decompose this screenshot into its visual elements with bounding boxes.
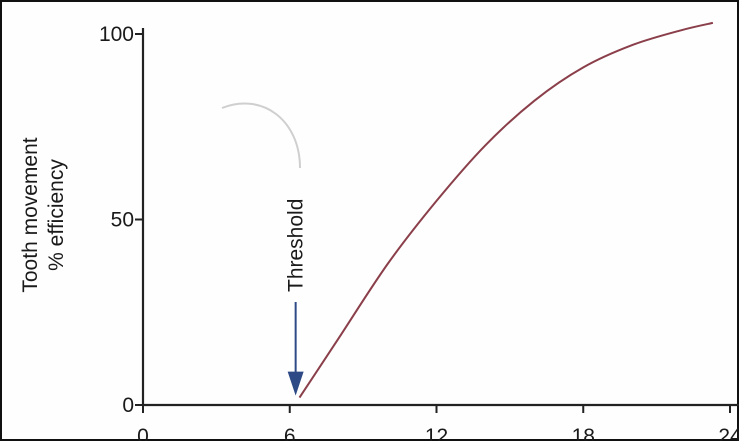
y-axis-title-line: Tooth movement (19, 137, 42, 292)
x-tick-label: 24 (718, 425, 739, 441)
axes (141, 28, 739, 407)
y-tick-label: 50 (111, 209, 134, 232)
y-tick-label: 100 (99, 23, 134, 46)
y-tick-label: 0 (122, 394, 134, 417)
threshold-label: Threshold (285, 199, 308, 292)
efficiency-curve (298, 21, 714, 399)
ticks: 0 50 100 0 6 12 18 24 (99, 23, 739, 441)
x-tick-label: 18 (572, 425, 595, 441)
axis-title-layer: Tooth movement% efficiency (19, 137, 68, 292)
y-axis-title-line: % efficiency (45, 159, 68, 271)
decorative-swoosh (221, 102, 301, 169)
x-tick-label: 6 (284, 425, 296, 441)
x-tick-label: 12 (425, 425, 448, 441)
annotation-layer: Threshold (221, 102, 308, 396)
threshold-arrow-head (287, 371, 304, 396)
x-tick-label: 0 (137, 425, 149, 441)
series-layer (298, 21, 714, 399)
